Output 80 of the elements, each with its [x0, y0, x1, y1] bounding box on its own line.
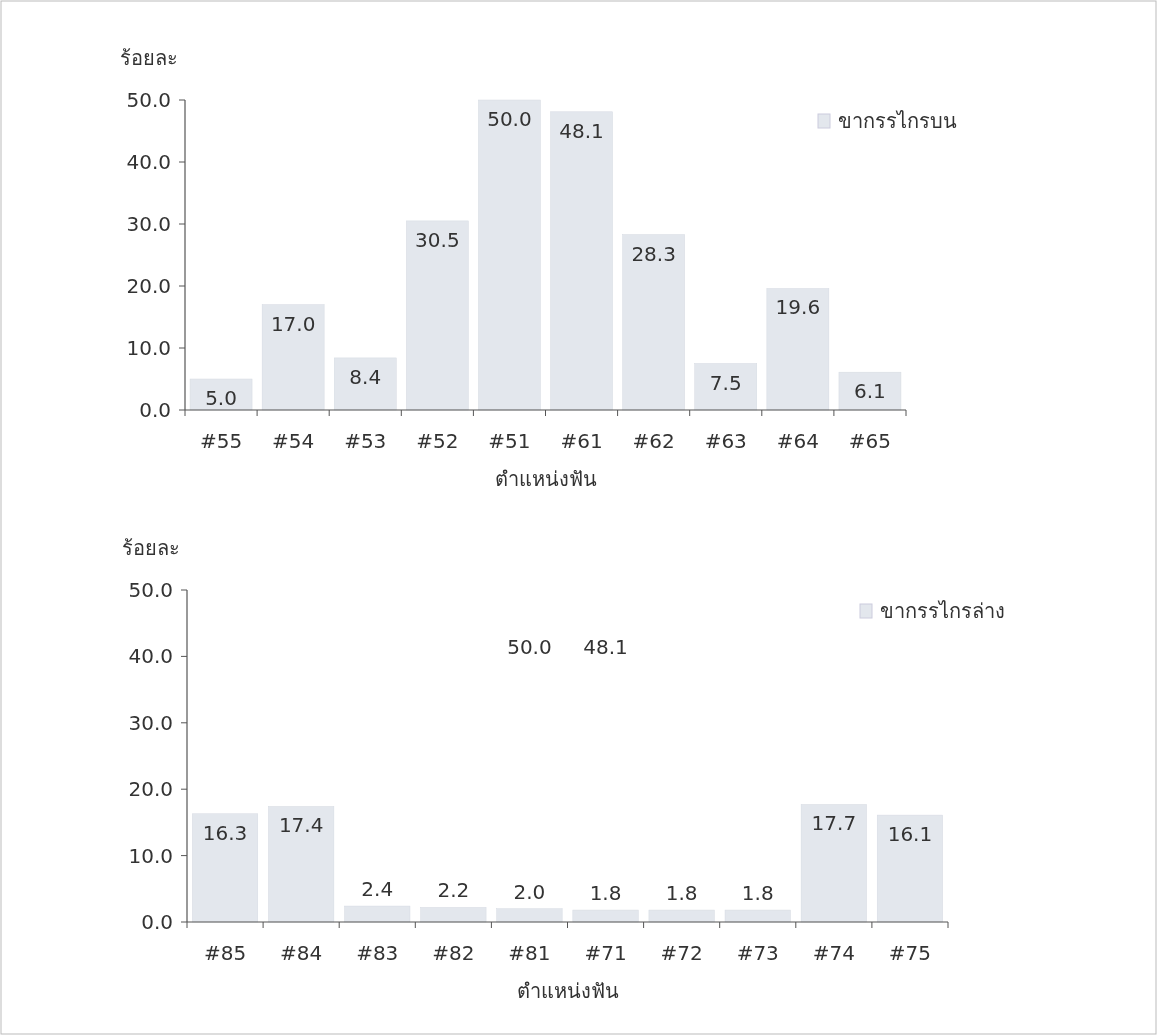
x-tick-label: #83: [356, 941, 399, 965]
legend-label: ขากรรไกรบน: [838, 109, 957, 133]
legend-label: ขากรรไกรล่าง: [880, 599, 1005, 623]
y-tick-label: 30.0: [128, 710, 173, 735]
bar: [268, 806, 335, 923]
y-tick-label: 10.0: [126, 336, 171, 360]
x-tick-label: #65: [848, 429, 892, 453]
bar: [344, 905, 411, 923]
data-label: 1.8: [589, 881, 622, 906]
x-tick-label: #63: [704, 429, 747, 453]
bar: [189, 378, 253, 411]
data-label: 8.4: [349, 364, 382, 389]
bar: [334, 357, 397, 411]
y-tick-label: 40.0: [128, 644, 173, 669]
x-tick-label: #85: [203, 941, 247, 965]
data-label: 17.0: [270, 311, 316, 336]
x-tick-label: #74: [812, 941, 855, 965]
bar: [800, 804, 867, 923]
x-tick-label: #54: [272, 429, 315, 453]
bar: [766, 288, 830, 411]
y-tick-label: 40.0: [126, 150, 171, 174]
x-tick-label: #73: [736, 941, 779, 965]
y-tick-label: 20.0: [128, 777, 173, 802]
data-label: 19.6: [775, 295, 821, 320]
x-tick-label: #55: [199, 429, 243, 453]
bar: [694, 363, 757, 411]
y-tick-label: 50.0: [128, 578, 173, 602]
bar: [478, 99, 541, 411]
data-label: 1.8: [741, 881, 774, 906]
data-label: 7.5: [709, 370, 742, 395]
y-tick-label: 0.0: [141, 910, 173, 934]
x-tick-label: #64: [776, 429, 819, 453]
bar: [550, 111, 613, 411]
x-tick-label: #72: [660, 941, 703, 965]
x-tick-label: #53: [344, 429, 387, 453]
x-tick-label: #81: [508, 941, 551, 965]
data-label: 30.5: [415, 227, 460, 252]
x-tick-label: #52: [416, 429, 459, 453]
bar: [838, 371, 902, 411]
data-label: 50.0: [487, 107, 532, 131]
data-label: 17.4: [278, 813, 324, 838]
data-label: 2.0: [513, 879, 546, 904]
bar: [572, 909, 639, 923]
data-label: 16.3: [202, 820, 248, 845]
x-tick-label: #62: [632, 429, 675, 453]
y-axis-title: ร้อยละ: [120, 46, 178, 70]
annotation: 50.0: [507, 635, 552, 659]
x-axis-title: ตำแหน่งฟัน: [516, 979, 619, 1003]
bar: [496, 908, 563, 923]
x-tick-label: #51: [488, 429, 531, 453]
x-tick-label: #75: [888, 941, 932, 965]
bar: [406, 220, 469, 411]
y-axis-title: ร้อยละ: [122, 536, 180, 560]
data-label: 2.4: [361, 877, 394, 902]
y-tick-label: 50.0: [126, 88, 171, 112]
y-tick-label: 20.0: [126, 274, 171, 298]
x-tick-label: #82: [432, 941, 475, 965]
y-tick-label: 30.0: [126, 212, 171, 236]
x-axis-title: ตำแหน่งฟัน: [494, 467, 597, 491]
annotation: 48.1: [583, 635, 628, 659]
x-tick-label: #71: [584, 941, 627, 965]
bar: [724, 909, 791, 923]
data-label: 6.1: [854, 379, 886, 404]
data-label: 17.7: [811, 811, 857, 836]
y-tick-label: 10.0: [128, 843, 173, 868]
data-label: 16.1: [887, 822, 933, 847]
bar: [192, 813, 259, 923]
data-label: 2.2: [437, 878, 470, 903]
y-tick-label: 0.0: [139, 398, 171, 422]
x-tick-label: #84: [280, 941, 323, 965]
bar: [622, 234, 685, 411]
data-label: 28.3: [631, 241, 676, 266]
bar: [420, 907, 487, 923]
bar: [876, 814, 943, 923]
bar: [648, 909, 715, 923]
bar: [261, 304, 325, 411]
data-label: 48.1: [559, 118, 604, 143]
data-label: 5.0: [205, 386, 237, 410]
x-tick-label: #61: [560, 429, 603, 453]
data-label: 1.8: [665, 881, 698, 906]
